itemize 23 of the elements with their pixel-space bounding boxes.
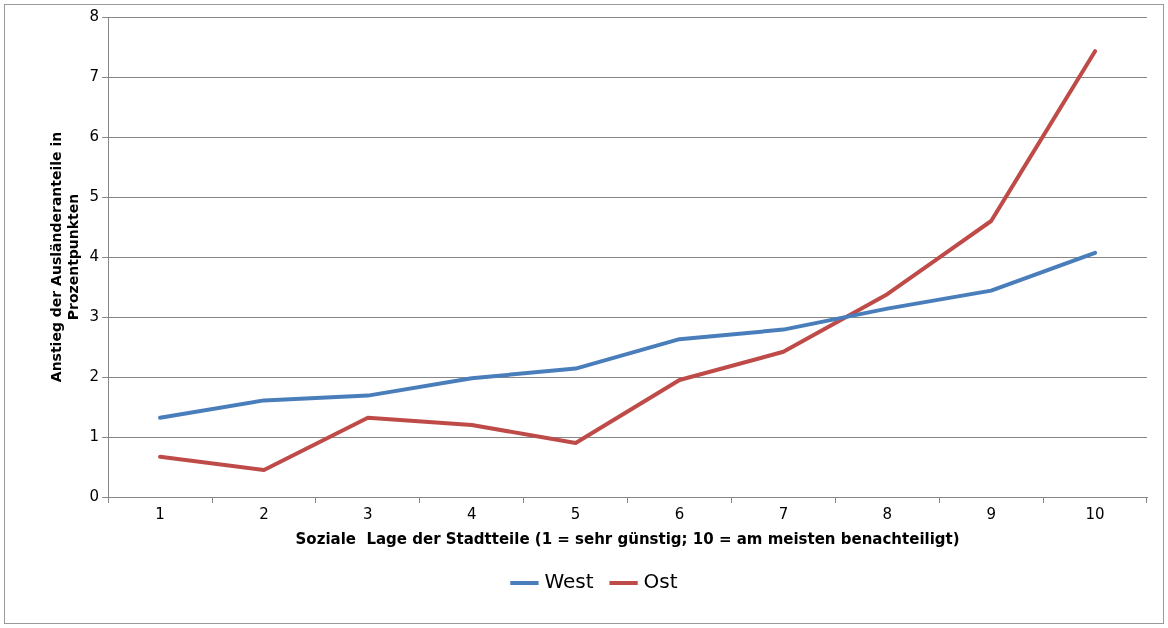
y-tick-label: 6 — [89, 126, 100, 145]
legend-label: West — [544, 569, 594, 594]
x-tick-label: 8 — [882, 504, 893, 523]
legend-label: Ost — [643, 569, 678, 594]
x-axis-title: Soziale Lage der Stadtteile (1 = sehr günstig; 10 = am meisten benachteiligt) — [295, 529, 960, 548]
y-axis-title: Anstieg der Ausländeranteile in Prozentpunkten — [48, 131, 81, 383]
y-tick-label: 2 — [89, 366, 100, 385]
y-tick-label: 1 — [89, 426, 100, 445]
x-tick-label: 1 — [155, 504, 165, 523]
x-tick-label: 7 — [778, 504, 789, 523]
x-tick-label: 4 — [466, 504, 477, 523]
x-tick-label: 6 — [674, 504, 685, 523]
y-tick-label: 3 — [89, 306, 100, 325]
x-tick-label: 10 — [1085, 504, 1105, 523]
y-tick-label: 5 — [89, 186, 100, 205]
y-tick-label: 0 — [89, 486, 100, 505]
y-tick-label: 7 — [89, 66, 100, 85]
x-tick-label: 5 — [570, 504, 581, 523]
x-tick-label: 3 — [363, 504, 373, 523]
x-tick-label: 2 — [259, 504, 269, 523]
y-tick-label: 8 — [89, 6, 100, 25]
x-tick-label: 9 — [986, 504, 996, 523]
y-tick-label: 4 — [89, 246, 100, 265]
